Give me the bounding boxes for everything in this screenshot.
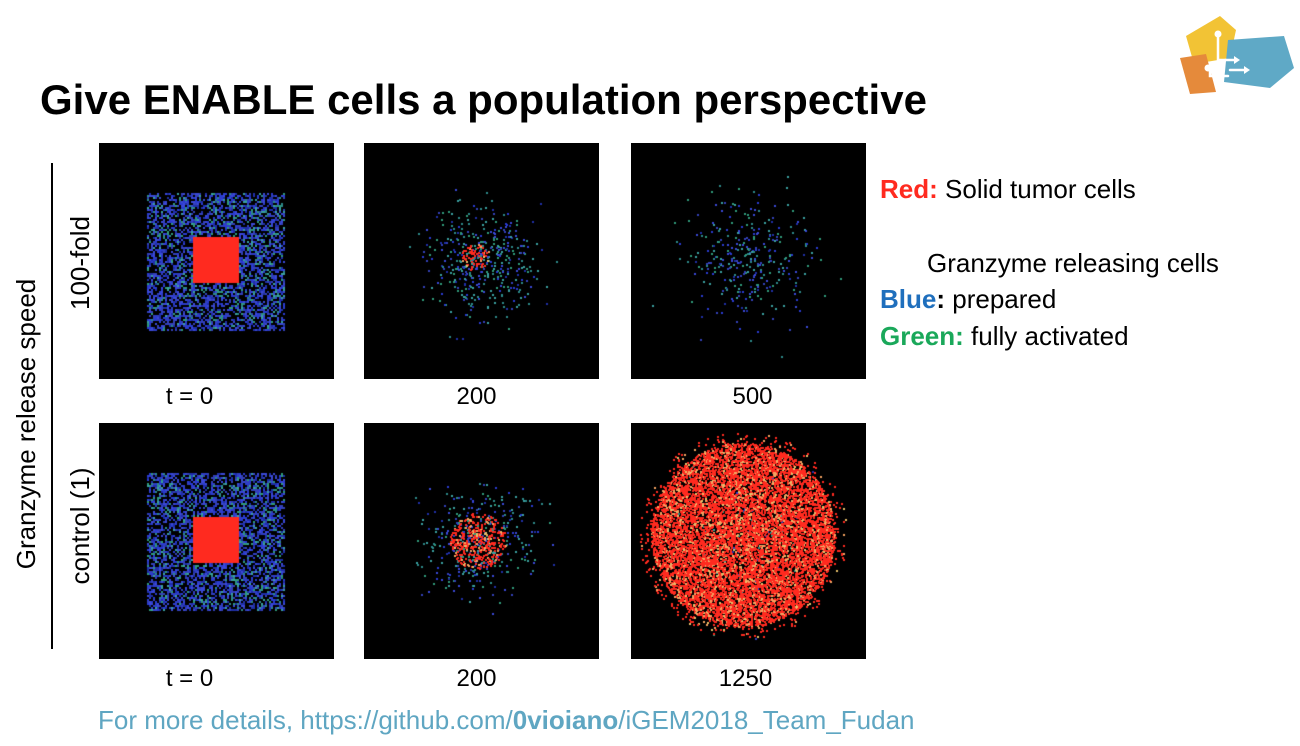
legend-green-key: Green:	[880, 321, 964, 351]
time-label: 500	[732, 383, 773, 410]
sim-panel-100fold-t500	[631, 143, 866, 379]
granzyme-axis-label: Granzyme release speed	[11, 278, 41, 570]
details-link-user: 0vioiano	[512, 705, 619, 735]
legend-red-text: Solid tumor cells	[945, 174, 1136, 204]
legend-red: Red: Solid tumor cells	[880, 174, 1136, 204]
legend-green-text: fully activated	[971, 321, 1129, 351]
details-link-suffix: /iGEM2018_Team_Fudan	[618, 705, 915, 735]
row-label-100-fold: 100-fold	[65, 216, 95, 310]
legend-blue-colon: :	[936, 284, 946, 314]
time-label: 200	[456, 665, 497, 692]
sim-panel-control-t200	[364, 423, 599, 659]
legend-red-key: Red:	[880, 174, 938, 204]
time-label: t = 0	[165, 383, 214, 410]
igem-fudan-logo-icon	[1180, 16, 1294, 94]
details-link[interactable]: For more details, https://github.com/0vi…	[98, 704, 915, 736]
sim-panel-100fold-t200	[364, 143, 599, 379]
row-label-control: control (1)	[65, 467, 95, 585]
legend-green: Green: fully activated	[880, 321, 1129, 351]
sim-panel-control-t1250	[631, 423, 866, 659]
sim-panel-100fold-t0	[99, 143, 334, 379]
time-label: 1250	[718, 665, 773, 692]
legend-blue-text: prepared	[952, 284, 1057, 314]
page-title: Give ENABLE cells a population perspecti…	[40, 76, 927, 123]
time-label: 200	[456, 383, 497, 410]
legend-blue: Blue: prepared	[880, 284, 1056, 314]
legend-blue-key: Blue	[880, 284, 937, 314]
legend-granzyme-header: Granzyme releasing cells	[927, 248, 1219, 278]
details-link-prefix: For more details, https://github.com/	[98, 705, 513, 735]
time-label: t = 0	[165, 665, 214, 692]
sim-panel-control-t0	[99, 423, 334, 659]
axis-divider-line	[51, 163, 53, 649]
